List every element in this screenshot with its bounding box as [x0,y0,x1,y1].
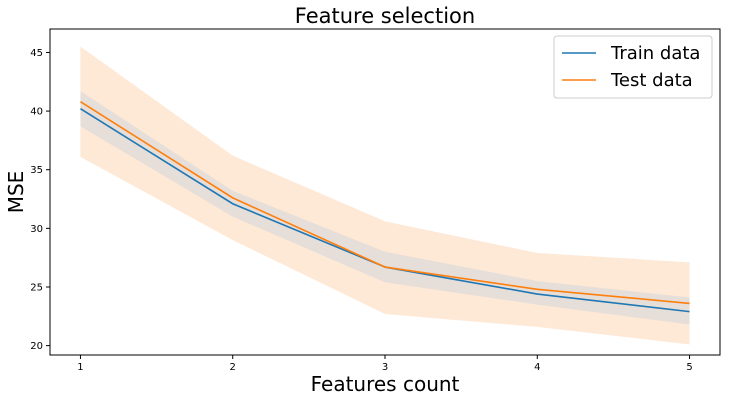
series-lines [80,101,690,313]
confidence-bands [80,46,690,345]
legend-box [553,35,713,99]
legend: Train data Test data [553,35,713,99]
train-band [80,91,690,325]
x-tick-label: 2 [230,362,236,373]
y-tick-label: 35 [30,165,43,176]
chart-title: Feature selection [295,4,475,28]
x-tick-label: 3 [382,362,388,373]
y-axis-ticks: 20 25 30 35 40 45 [30,48,50,352]
y-axis-label: MSE [4,171,28,214]
legend-label-test: Test data [610,70,693,91]
y-tick-label: 40 [30,107,43,118]
x-tick-label: 5 [686,362,692,373]
test-line [80,101,690,305]
y-tick-label: 30 [30,224,43,235]
y-tick-label: 25 [30,282,43,293]
x-tick-label: 1 [77,362,83,373]
x-axis-ticks: 1 2 3 4 5 [77,355,693,373]
y-tick-label: 45 [30,48,43,59]
test-band [80,46,690,345]
y-tick-label: 20 [30,341,43,352]
legend-label-train: Train data [610,43,700,64]
x-tick-label: 4 [534,362,540,373]
x-axis-label: Features count [311,372,460,396]
